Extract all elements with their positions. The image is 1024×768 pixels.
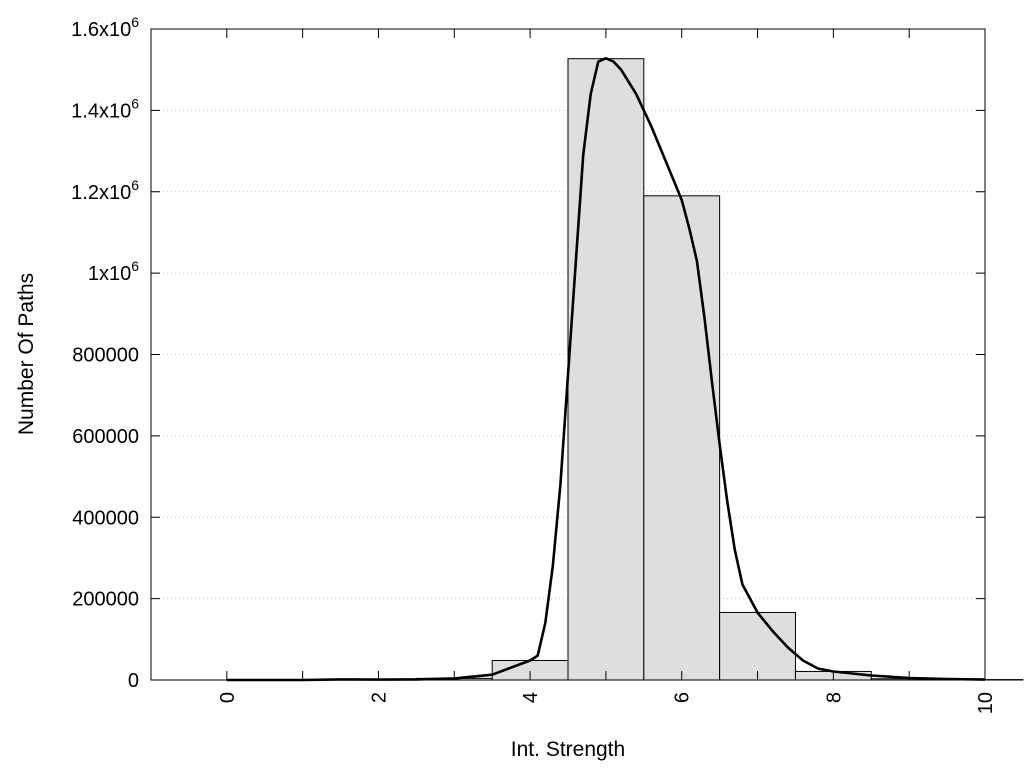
x-tick-label: 0 bbox=[217, 692, 239, 703]
histogram-bar bbox=[643, 195, 721, 681]
y-axis-title: Number Of Paths bbox=[15, 273, 38, 435]
y-tick-label: 600000 bbox=[72, 426, 139, 448]
y-tick-label: 1.6x106 bbox=[71, 14, 139, 41]
fit-curve bbox=[226, 57, 986, 682]
histogram-bars bbox=[340, 58, 1024, 681]
y-tick-label: 200000 bbox=[72, 589, 139, 611]
axis-ticks bbox=[151, 28, 986, 681]
y-tick-label: 400000 bbox=[72, 507, 139, 529]
x-tick-labels: 0 2 4 6 8 10 bbox=[217, 692, 997, 714]
y-tick-label: 1x106 bbox=[88, 258, 139, 285]
x-tick-label: 10 bbox=[975, 692, 997, 714]
x-tick-label: 6 bbox=[672, 692, 694, 703]
y-tick-label: 1.2x106 bbox=[71, 177, 139, 204]
y-tick-label: 0 bbox=[128, 670, 139, 692]
x-tick-label: 2 bbox=[368, 692, 390, 703]
y-tick-labels: 0 200000 400000 600000 800000 1x106 1.2x106 1.4… bbox=[71, 14, 139, 692]
y-tick-label: 800000 bbox=[72, 345, 139, 367]
y-tick-label: 1.4x106 bbox=[71, 95, 139, 122]
x-tick-label: 8 bbox=[823, 692, 845, 703]
x-tick-label: 4 bbox=[520, 692, 542, 703]
histogram-bar bbox=[567, 58, 645, 681]
x-axis-title: Int. Strength bbox=[511, 738, 625, 761]
histogram-bar bbox=[719, 611, 796, 681]
